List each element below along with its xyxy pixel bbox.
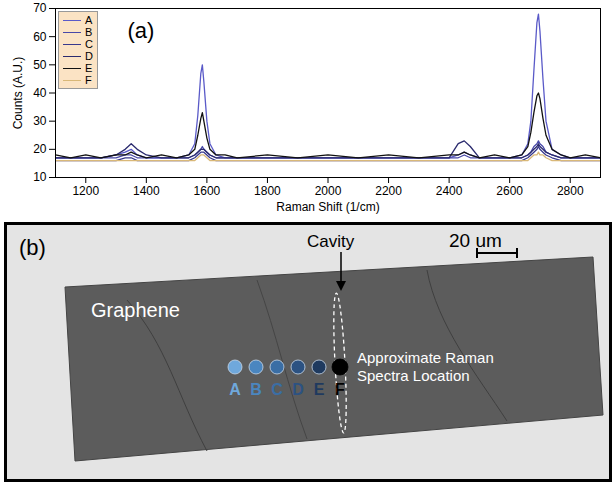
svg-text:2000: 2000	[315, 184, 342, 198]
svg-text:E: E	[314, 381, 325, 398]
html-text:F: F	[85, 74, 92, 86]
svg-text:70: 70	[33, 1, 47, 15]
svg-text:1400: 1400	[133, 184, 160, 198]
svg-text:2800: 2800	[557, 184, 584, 198]
svg-text:1800: 1800	[254, 184, 281, 198]
svg-text:Counts (A.U.): Counts (A.U.)	[11, 57, 25, 130]
svg-text:B: B	[250, 381, 262, 398]
svg-text:1600: 1600	[194, 184, 221, 198]
svg-text:C: C	[271, 381, 283, 398]
svg-text:F: F	[335, 381, 345, 398]
svg-text:50: 50	[33, 58, 47, 72]
svg-text:2600: 2600	[496, 184, 523, 198]
svg-text:10: 10	[33, 170, 47, 184]
html-text:A: A	[85, 14, 93, 26]
svg-text:(a): (a)	[128, 18, 155, 43]
html-text:B: B	[85, 26, 93, 38]
svg-text:20: 20	[33, 142, 47, 156]
html-text:D: D	[85, 50, 93, 62]
svg-text:Graphene: Graphene	[91, 299, 180, 321]
svg-text:(b): (b)	[19, 235, 46, 260]
svg-text:Raman Shift (1/cm): Raman Shift (1/cm)	[276, 200, 379, 214]
svg-text:Cavity: Cavity	[307, 232, 355, 251]
svg-text:Approximate RamanSpectra Locat: Approximate RamanSpectra Location	[357, 349, 494, 384]
svg-text:30: 30	[33, 114, 47, 128]
html-text:E: E	[85, 62, 93, 74]
svg-text:2400: 2400	[436, 184, 463, 198]
svg-text:20 um: 20 um	[449, 230, 502, 251]
svg-text:60: 60	[33, 30, 47, 44]
svg-text:40: 40	[33, 86, 47, 100]
html-text:C: C	[85, 38, 93, 50]
svg-text:D: D	[292, 381, 304, 398]
svg-text:2200: 2200	[375, 184, 402, 198]
svg-text:1200: 1200	[72, 184, 99, 198]
svg-text:A: A	[229, 381, 241, 398]
